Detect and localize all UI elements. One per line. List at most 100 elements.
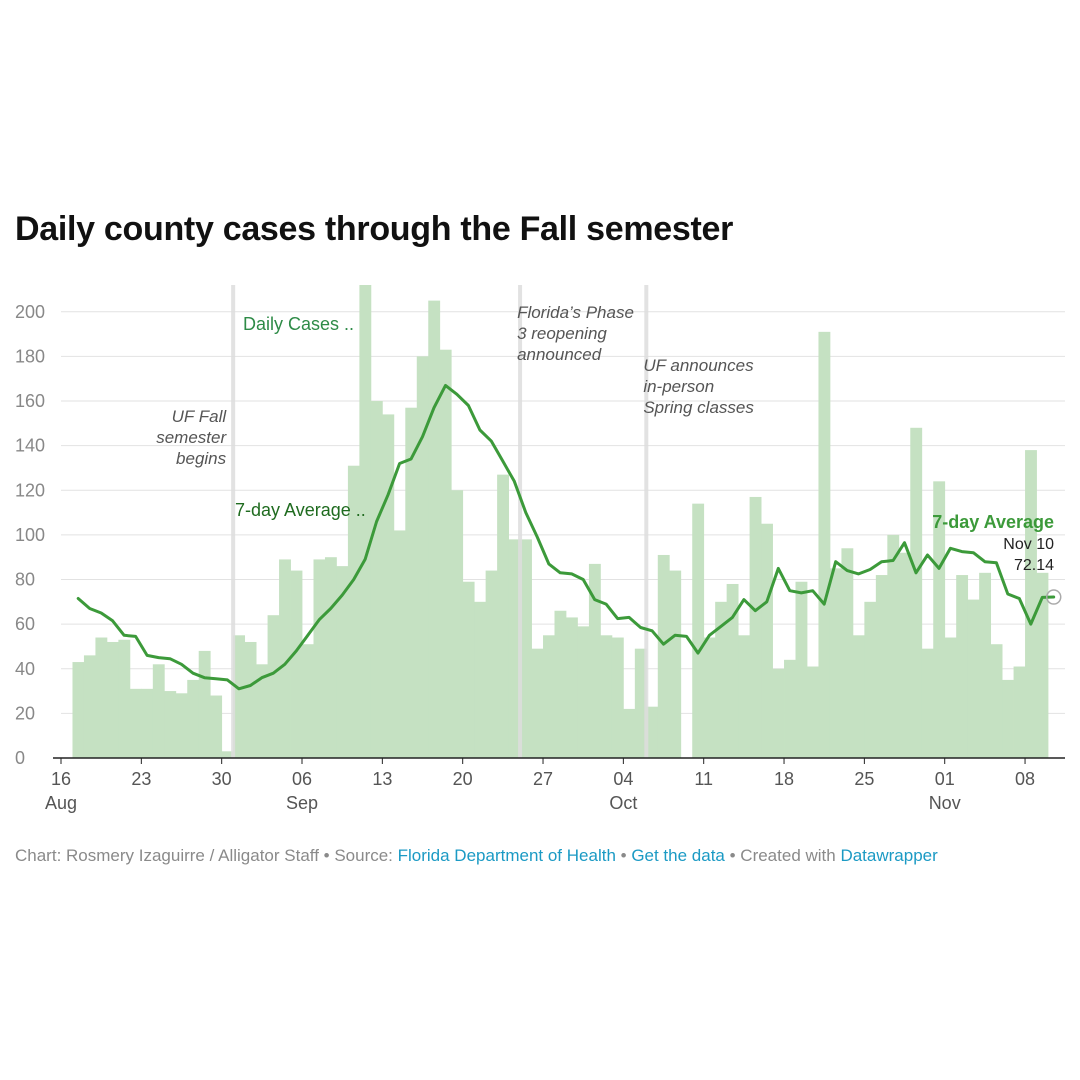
daily-case-bar xyxy=(198,650,211,758)
daily-case-bar xyxy=(233,635,246,758)
y-tick-label: 180 xyxy=(15,346,45,366)
daily-case-bar xyxy=(336,566,349,758)
daily-case-bar xyxy=(990,644,1003,758)
daily-case-bar xyxy=(279,559,291,758)
phase3-annotation: Florida’s Phase xyxy=(517,303,634,322)
daily-case-bar xyxy=(554,610,567,758)
daily-case-bar xyxy=(749,496,762,758)
daily-case-bar xyxy=(761,523,773,758)
seven-day-average-line xyxy=(76,383,1056,691)
daily-case-bar xyxy=(623,708,636,758)
daily-case-bar xyxy=(921,648,934,758)
label-layer: UF Fall semester begins Florida’s Phase 3 re… xyxy=(156,303,1054,574)
daily-case-bar xyxy=(405,407,418,758)
annotation-marker xyxy=(231,285,236,758)
y-tick-label: 40 xyxy=(15,659,35,679)
y-tick-label: 80 xyxy=(15,570,35,590)
daily-case-bar xyxy=(692,503,705,758)
get-data-link[interactable]: Get the data xyxy=(631,846,725,865)
daily-case-bar xyxy=(118,639,131,758)
daily-case-bar xyxy=(715,601,728,758)
daily-case-bar xyxy=(302,644,314,758)
daily-cases-label: Daily Cases .. xyxy=(243,314,354,334)
daily-case-bar xyxy=(164,691,177,758)
x-tick-label: 06 xyxy=(292,769,312,789)
x-tick-label: 23 xyxy=(131,769,151,789)
daily-case-bar xyxy=(795,581,808,758)
daily-case-bar xyxy=(646,706,659,758)
daily-case-bar xyxy=(818,331,831,758)
source-link[interactable]: Florida Department of Health xyxy=(397,846,616,865)
daily-case-bar xyxy=(543,635,555,758)
semester-begins-annotation: semester xyxy=(156,428,227,447)
footer-credit: Chart: Rosmery Izaguirre / Alligator Sta… xyxy=(15,846,398,865)
daily-case-bar xyxy=(508,539,521,758)
daily-case-bar xyxy=(979,572,992,758)
daily-case-bar xyxy=(485,570,498,758)
daily-case-bar xyxy=(256,664,268,758)
daily-case-bar xyxy=(910,427,923,758)
daily-case-bar xyxy=(933,481,946,758)
daily-case-bar xyxy=(428,300,441,758)
daily-case-bar xyxy=(829,568,842,758)
spring-classes-annotation: UF announces xyxy=(643,356,754,375)
daily-case-bar xyxy=(347,465,360,758)
footer-created-with: • Created with xyxy=(724,846,841,865)
x-tick-label: 13 xyxy=(372,769,392,789)
end-date-label: Nov 10 xyxy=(1003,536,1054,553)
x-tick-label: 16 xyxy=(51,769,71,789)
daily-case-bar xyxy=(187,679,200,758)
daily-case-bar xyxy=(497,474,509,758)
y-tick-label: 120 xyxy=(15,480,45,500)
daily-case-bar xyxy=(864,601,877,758)
daily-case-bar xyxy=(370,401,383,758)
daily-case-bar xyxy=(141,688,154,758)
daily-case-bar xyxy=(382,414,395,758)
x-tick-label: 30 xyxy=(212,769,232,789)
daily-case-bar xyxy=(175,693,188,758)
daily-case-bar xyxy=(852,635,865,758)
phase3-annotation: announced xyxy=(517,345,602,364)
y-tick-label: 140 xyxy=(15,436,45,456)
daily-case-bar xyxy=(152,664,165,758)
daily-case-bar xyxy=(451,490,464,758)
daily-case-bar xyxy=(1013,666,1026,758)
daily-case-bar xyxy=(210,695,223,758)
chart-title: Daily county cases through the Fall seme… xyxy=(15,210,734,248)
daily-case-bar xyxy=(669,570,682,758)
x-month-label: Aug xyxy=(45,793,77,813)
daily-case-bar xyxy=(565,617,578,758)
x-month-label: Sep xyxy=(286,793,318,813)
daily-case-bar xyxy=(95,637,108,758)
daily-case-bar xyxy=(657,554,670,758)
x-tick-label: 11 xyxy=(694,769,713,789)
daily-case-bar xyxy=(634,648,647,758)
daily-case-bar xyxy=(359,285,372,758)
daily-case-bar xyxy=(956,575,969,758)
daily-case-bar xyxy=(313,559,326,758)
y-tick-label: 20 xyxy=(15,703,35,723)
spring-classes-annotation: Spring classes xyxy=(643,398,754,417)
line-layer xyxy=(76,383,1062,691)
daily-case-bar xyxy=(290,570,303,758)
daily-case-bar xyxy=(784,659,796,758)
annotation-marker-layer xyxy=(231,285,649,758)
y-tick-label: 200 xyxy=(15,302,45,322)
semester-begins-annotation: begins xyxy=(176,449,227,468)
daily-case-bar xyxy=(944,637,957,758)
x-tick-label: 25 xyxy=(854,769,874,789)
daily-case-bar xyxy=(875,575,888,758)
daily-case-bar xyxy=(726,583,739,758)
daily-case-bar xyxy=(531,648,544,758)
daily-case-bar xyxy=(1002,679,1014,758)
datawrapper-link[interactable]: Datawrapper xyxy=(840,846,938,865)
daily-case-bar xyxy=(72,662,85,758)
daily-case-bar xyxy=(520,539,532,758)
end-series-label: 7-day Average xyxy=(932,512,1054,532)
daily-case-bar xyxy=(439,349,452,758)
phase3-annotation: 3 reopening xyxy=(517,324,607,343)
bar-layer xyxy=(72,285,1049,758)
x-month-label: Nov xyxy=(929,793,961,813)
chart-footer: Chart: Rosmery Izaguirre / Alligator Sta… xyxy=(15,846,938,866)
